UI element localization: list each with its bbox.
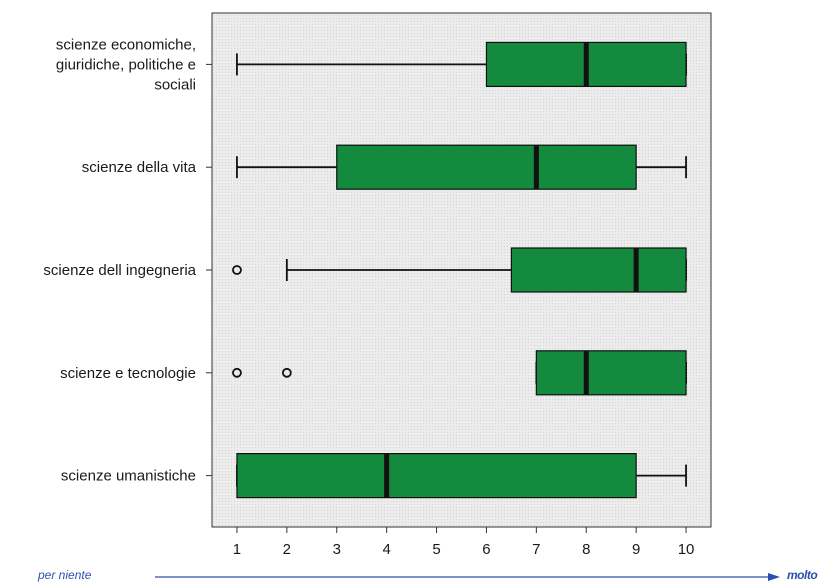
x-tick-label: 10 <box>678 541 695 558</box>
x-tick-label: 1 <box>233 541 241 558</box>
box-group-2 <box>236 144 687 190</box>
scale-low-label: per niente <box>38 568 92 582</box>
box-group-4 <box>232 350 687 396</box>
iqr-box <box>535 350 687 396</box>
category-label: scienze della vita <box>82 159 197 176</box>
iqr-box <box>236 453 637 499</box>
category-label: scienze economiche, <box>56 36 196 53</box>
category-label: giuridiche, politiche e <box>56 56 196 73</box>
x-tick-label: 3 <box>333 541 341 558</box>
scale-arrow-head <box>768 573 780 581</box>
x-tick-label: 8 <box>582 541 590 558</box>
x-tick-label: 9 <box>632 541 640 558</box>
iqr-box <box>336 144 637 190</box>
x-tick-label: 4 <box>382 541 390 558</box>
category-label: scienze e tecnologie <box>60 365 196 382</box>
category-label: scienze dell ingegneria <box>43 262 196 279</box>
x-tick-label: 2 <box>283 541 291 558</box>
scale-high-label: molto <box>787 568 818 582</box>
boxes-layer <box>232 41 687 499</box>
x-tick-label: 6 <box>482 541 490 558</box>
category-label: scienze umanistiche <box>61 468 196 485</box>
iqr-box <box>510 247 687 293</box>
category-label: sociali <box>154 76 196 93</box>
category-labels: scienze economiche, giuridiche, politiche… <box>43 36 212 485</box>
box-group-3 <box>232 247 687 293</box>
x-tick-label: 5 <box>432 541 440 558</box>
outlier-point <box>232 265 242 275</box>
box-group-1 <box>236 41 687 88</box>
x-axis: 1 2 3 4 5 6 7 8 9 10 <box>233 527 695 558</box>
outlier-point <box>232 367 242 378</box>
x-tick-label: 7 <box>532 541 540 558</box>
outlier-point <box>281 367 292 378</box>
box-group-5 <box>236 453 687 499</box>
